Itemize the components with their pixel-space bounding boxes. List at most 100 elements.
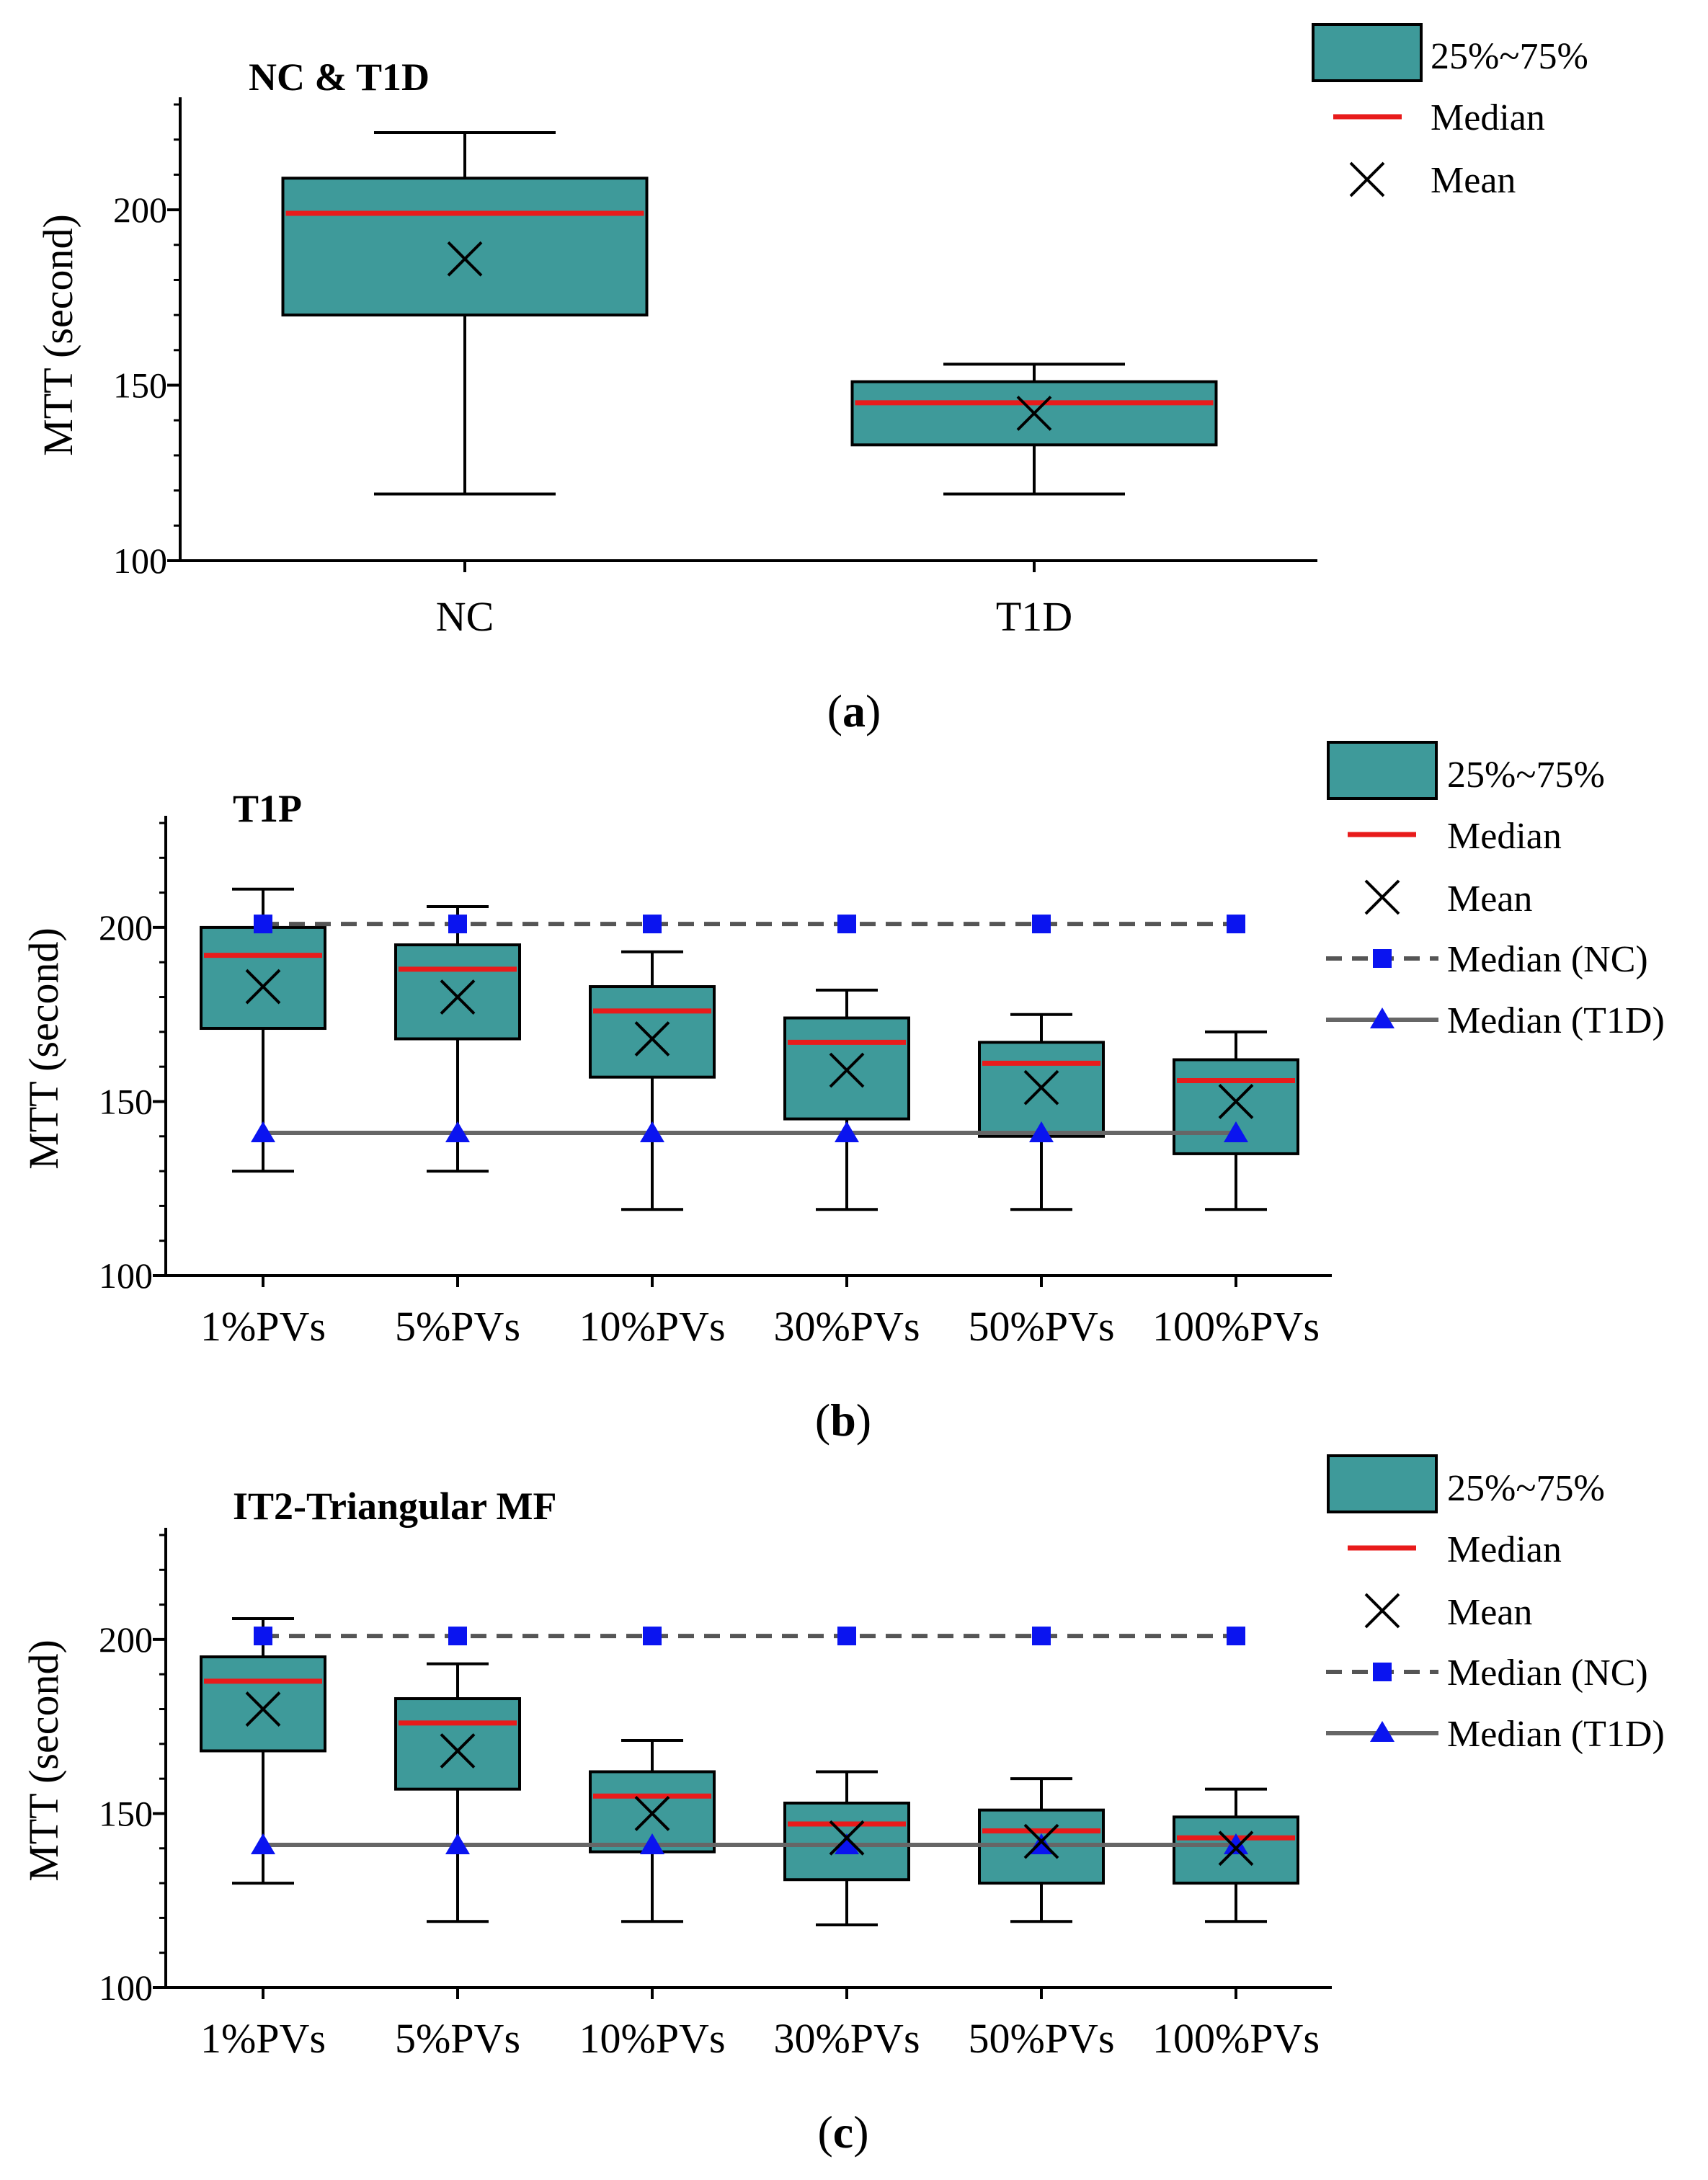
y-tick-label: 150 xyxy=(99,1081,153,1121)
box-iqr xyxy=(200,925,326,1031)
legend-a: 25%~75% Median Mean xyxy=(1312,23,1588,201)
median-nc-point xyxy=(643,1627,662,1646)
mean-marker xyxy=(1023,1823,1059,1859)
mean-marker-stroke xyxy=(245,1691,281,1727)
box-iqr xyxy=(589,985,716,1079)
y-tick-label: 150 xyxy=(113,365,167,406)
y-tick-label: 200 xyxy=(99,1619,153,1660)
median-nc-point xyxy=(254,915,272,934)
x-tick-label: 5%PVs xyxy=(395,2015,520,2062)
legend-box-swatch-b xyxy=(1327,741,1438,800)
legend-nc-label-b: Median (NC) xyxy=(1447,939,1648,980)
legend-t1d-label-b: Median (T1D) xyxy=(1447,1000,1665,1041)
mean-marker-stroke xyxy=(829,1052,865,1088)
box-iqr xyxy=(394,1697,521,1791)
mean-marker-stroke xyxy=(1218,1830,1254,1867)
x-tick-label: 10%PVs xyxy=(579,2015,725,2062)
mean-marker xyxy=(245,969,281,1005)
legend-t1d-marker-c xyxy=(1370,1721,1395,1742)
legend-nc-marker-c xyxy=(1373,1663,1392,1681)
median-nc-point xyxy=(1227,1627,1245,1646)
plot-area-c: 100 150 200 1%PVs 5%PVs 10%PVs 30%PVs 50%PVs 100… xyxy=(99,1528,1332,2062)
x-tick-label: 1%PVs xyxy=(200,2015,326,2062)
median-t1d-point xyxy=(640,1833,664,1854)
x-tick-label: 50%PVs xyxy=(968,2015,1114,2062)
mean-marker-stroke xyxy=(1023,1823,1059,1859)
y-tick-label: 100 xyxy=(113,540,167,581)
panel-caption-a-letter: a xyxy=(842,685,866,737)
median-nc-point xyxy=(254,1627,272,1646)
x-tick-label: 30%PVs xyxy=(773,1303,920,1350)
median-nc-point xyxy=(837,1627,856,1646)
median-nc-point xyxy=(448,915,467,934)
y-axis-label-c: MTT (second) xyxy=(20,1640,67,1882)
plot-area-b: 100 150 200 1%PVs 5%PVs 10%PVs 30%PVs 50%PVs 100… xyxy=(99,816,1332,1350)
chart-title-b: T1P xyxy=(233,787,302,830)
panel-caption-b: (b) xyxy=(815,1394,871,1446)
mean-marker-stroke xyxy=(447,241,483,277)
x-tick-label: 100%PVs xyxy=(1152,2015,1320,2062)
x-tick-label: 5%PVs xyxy=(395,1303,520,1350)
mean-marker xyxy=(440,979,476,1015)
mean-marker-stroke xyxy=(829,1820,865,1856)
y-tick-label: 100 xyxy=(99,1255,153,1296)
median-nc-point xyxy=(448,1627,467,1646)
median-t1d-point xyxy=(251,1121,275,1142)
legend-t1d-marker-b xyxy=(1370,1007,1395,1028)
y-tick-label: 150 xyxy=(99,1793,153,1833)
legend-mean-marker-a xyxy=(1349,161,1385,197)
legend-box-swatch-c xyxy=(1327,1454,1438,1513)
legend-box-swatch-a xyxy=(1312,23,1423,82)
median-t1d-point xyxy=(835,1833,859,1854)
box-iqr xyxy=(394,943,521,1041)
mean-marker-stroke xyxy=(634,1796,670,1831)
box-iqr xyxy=(200,1655,326,1753)
legend-mean-marker-b xyxy=(1364,879,1400,915)
y-axis-label-b: MTT (second) xyxy=(20,927,67,1170)
legend-box-label-b: 25%~75% xyxy=(1447,755,1605,796)
mean-marker-stroke xyxy=(1023,1069,1059,1105)
legend-b: 25%~75% Median Mean Median (NC) Median (… xyxy=(1326,741,1665,1041)
x-tick-label: NC xyxy=(436,593,494,640)
median-nc-point xyxy=(1032,915,1051,934)
median-t1d-point xyxy=(445,1833,470,1854)
legend-box-label-c: 25%~75% xyxy=(1447,1468,1605,1509)
y-tick-label: 200 xyxy=(99,907,153,948)
mean-marker-stroke xyxy=(1016,396,1052,431)
x-tick-label: 1%PVs xyxy=(200,1303,326,1350)
panel-caption-c: (c) xyxy=(817,2106,868,2158)
legend-t1d-label-c: Median (T1D) xyxy=(1447,1714,1665,1755)
median-t1d-point xyxy=(1224,1833,1248,1854)
plot-area-a: 100 150 200 NC T1D xyxy=(113,97,1317,640)
median-t1d-point xyxy=(251,1833,275,1854)
y-tick-label: 100 xyxy=(99,1967,153,2008)
median-nc-point xyxy=(1227,915,1245,934)
chart-panel-a: 100 150 200 NC T1D NC & T1D MTT (second) 25%… xyxy=(35,23,1588,737)
legend-nc-marker-b xyxy=(1373,949,1392,968)
chart-panel-b: 100 150 200 1%PVs 5%PVs 10%PVs 30%PVs 50%PVs 100… xyxy=(20,741,1665,1446)
legend-median-label-b: Median xyxy=(1447,816,1562,857)
legend-median-label-c: Median xyxy=(1447,1529,1562,1570)
x-tick-label: T1D xyxy=(996,593,1072,640)
median-t1d-point xyxy=(640,1121,664,1142)
chart-title-a: NC & T1D xyxy=(249,55,430,99)
panel-caption-b-letter: b xyxy=(830,1394,856,1446)
mean-marker xyxy=(1218,1830,1254,1867)
box-iqr xyxy=(281,177,649,317)
panel-caption-c-letter: c xyxy=(833,2106,853,2158)
x-tick-label: 100%PVs xyxy=(1152,1303,1320,1350)
median-t1d-point xyxy=(445,1121,470,1142)
mean-marker xyxy=(829,1820,865,1856)
mean-marker xyxy=(829,1052,865,1088)
chart-panel-c: 100 150 200 1%PVs 5%PVs 10%PVs 30%PVs 50%PVs 100… xyxy=(20,1454,1665,2158)
mean-marker xyxy=(1016,396,1052,431)
mean-marker-stroke xyxy=(440,1733,476,1769)
mean-marker-stroke xyxy=(1218,1084,1254,1119)
mean-marker-stroke xyxy=(440,979,476,1015)
mean-marker xyxy=(245,1691,281,1727)
y-tick-label: 200 xyxy=(113,190,167,230)
mean-marker xyxy=(634,1796,670,1831)
mean-marker-stroke xyxy=(634,1021,670,1056)
legend-mean-marker-c xyxy=(1364,1593,1400,1629)
mean-marker xyxy=(1023,1069,1059,1105)
